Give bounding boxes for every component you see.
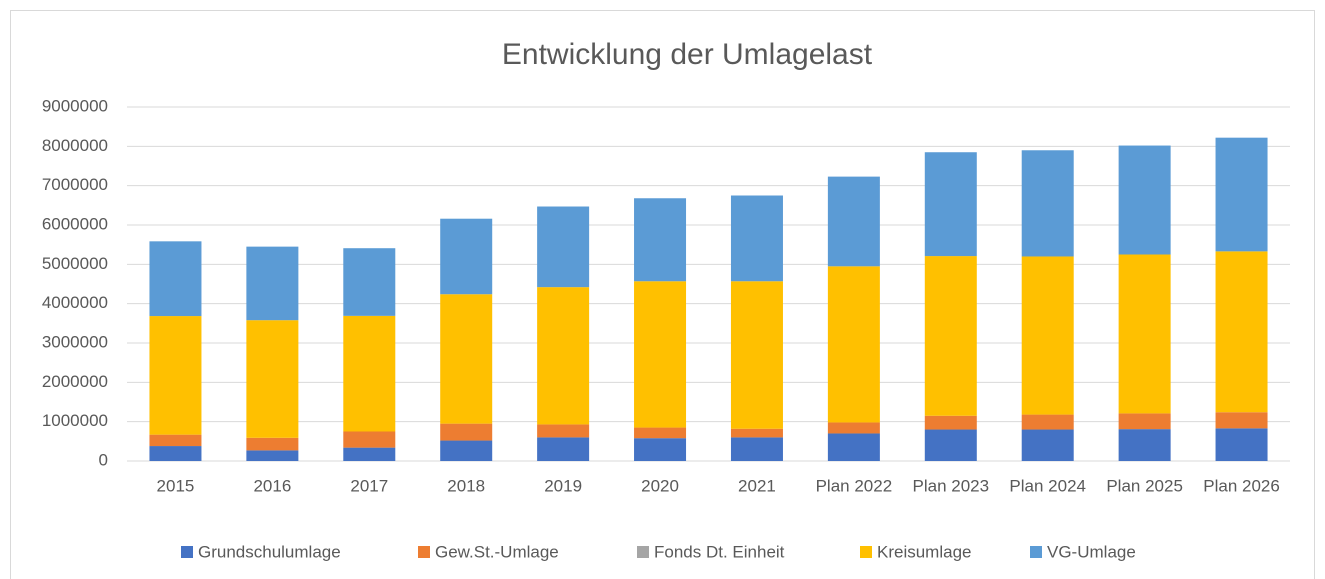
y-tick-label: 6000000 xyxy=(42,214,108,233)
legend-swatch xyxy=(181,546,193,558)
y-tick-label: 2000000 xyxy=(42,372,108,391)
bar-segment xyxy=(730,281,783,429)
y-tick-label: 0 xyxy=(99,450,108,469)
bar-segment xyxy=(1021,150,1074,257)
x-tick-label: 2019 xyxy=(544,476,582,495)
x-tick-label: Plan 2025 xyxy=(1106,476,1183,495)
x-tick-label: Plan 2026 xyxy=(1203,476,1280,495)
bar-segment xyxy=(246,320,299,438)
bar-segment xyxy=(343,447,396,461)
bar-segment xyxy=(343,248,396,316)
y-tick-label: 4000000 xyxy=(42,293,108,312)
bar-segment xyxy=(440,423,493,441)
bar-segment xyxy=(149,446,202,461)
bar-segment xyxy=(537,287,590,425)
bar-segment xyxy=(537,206,590,288)
bar-segment xyxy=(827,176,880,267)
x-tick-label: 2015 xyxy=(157,476,195,495)
bar-segment xyxy=(924,152,977,257)
legend-label: Grundschulumlage xyxy=(198,542,341,561)
x-tick-label: 2016 xyxy=(253,476,291,495)
legend-swatch xyxy=(418,546,430,558)
bar-segment xyxy=(1215,428,1268,461)
x-tick-label: Plan 2024 xyxy=(1009,476,1086,495)
bar-segment xyxy=(634,427,687,439)
bar-segment xyxy=(827,433,880,461)
bar-segment xyxy=(440,440,493,461)
bar-segment xyxy=(1021,429,1074,461)
bar-segment xyxy=(827,266,880,423)
y-tick-label: 1000000 xyxy=(42,411,108,430)
legend-swatch xyxy=(637,546,649,558)
bar-segment xyxy=(827,422,880,434)
bar-segment xyxy=(1021,414,1074,430)
bar-segment xyxy=(924,256,977,416)
bar-segment xyxy=(149,316,202,435)
bar-segment xyxy=(343,315,396,432)
legend-label: Kreisumlage xyxy=(877,542,972,561)
bar-segment xyxy=(343,431,396,448)
bar-segment xyxy=(730,437,783,461)
bar-segment xyxy=(1118,413,1171,430)
bar-segment xyxy=(924,429,977,461)
bar-segment xyxy=(1215,251,1268,413)
x-tick-label: 2021 xyxy=(738,476,776,495)
bar-segment xyxy=(440,294,493,424)
bar-segment xyxy=(537,424,590,438)
bar-segment xyxy=(1215,412,1268,429)
y-tick-label: 7000000 xyxy=(42,175,108,194)
y-tick-label: 9000000 xyxy=(42,96,108,115)
x-tick-label: 2017 xyxy=(350,476,388,495)
x-tick-label: Plan 2023 xyxy=(913,476,990,495)
bar-segment xyxy=(149,434,202,447)
bar-segment xyxy=(440,218,493,295)
legend-label: VG-Umlage xyxy=(1047,542,1136,561)
bar-segment xyxy=(730,195,783,282)
x-tick-label: 2020 xyxy=(641,476,679,495)
bar-segment xyxy=(246,450,299,461)
x-tick-label: 2018 xyxy=(447,476,485,495)
legend-label: Gew.St.-Umlage xyxy=(435,542,559,561)
chart-title: Entwicklung der Umlagelast xyxy=(502,38,873,71)
bar-segment xyxy=(1021,256,1074,415)
bar-segment xyxy=(246,246,299,321)
bar-segment xyxy=(634,198,687,282)
bar-segment xyxy=(730,428,783,438)
legend-swatch xyxy=(1030,546,1042,558)
bar-segment xyxy=(1118,145,1171,255)
y-tick-label: 8000000 xyxy=(42,136,108,155)
legend-label: Fonds Dt. Einheit xyxy=(654,542,785,561)
x-tick-label: Plan 2022 xyxy=(816,476,893,495)
y-tick-label: 5000000 xyxy=(42,254,108,273)
y-tick-label: 3000000 xyxy=(42,332,108,351)
bar-segment xyxy=(1118,254,1171,414)
bar-segment xyxy=(924,415,977,430)
bar-segment xyxy=(1118,429,1171,461)
bar-segment xyxy=(634,438,687,461)
bar-segment xyxy=(246,437,299,451)
bar-segment xyxy=(1215,137,1268,252)
bar-segment xyxy=(149,241,202,317)
bar-segment xyxy=(537,437,590,461)
legend-swatch xyxy=(860,546,872,558)
bar-segment xyxy=(634,281,687,428)
